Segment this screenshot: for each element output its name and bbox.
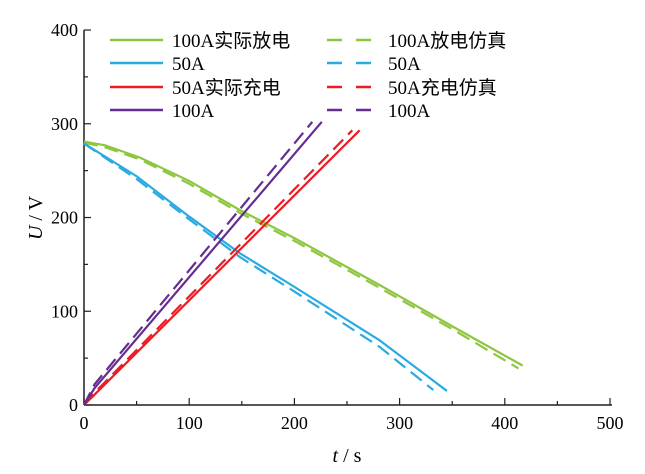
y-tick-label: 400 (51, 20, 78, 40)
series-line-2 (83, 142, 448, 392)
y-tick-label: 100 (51, 301, 78, 321)
legend-label: 100A实际放电 (172, 30, 290, 52)
x-tick-label: 500 (597, 413, 624, 433)
x-tick-label: 400 (491, 413, 518, 433)
legend-label: 50A充电仿真 (388, 77, 497, 99)
x-tick-label: 0 (80, 413, 89, 433)
series-line-6 (83, 121, 323, 406)
x-tick-label: 200 (281, 413, 308, 433)
legend-label: 100A (388, 101, 431, 122)
series-line-3 (83, 142, 434, 391)
legend-label: 50A (388, 54, 421, 75)
legend-label: 100A放电仿真 (388, 30, 506, 52)
series-line-7 (83, 121, 314, 406)
y-axis-label: U / V (25, 195, 47, 240)
axes: 0 100 200 300 400 500 0 100 200 300 400 (51, 20, 624, 433)
x-tick-label: 100 (176, 413, 203, 433)
x-axis-label: t / s (333, 445, 362, 467)
series-lines (83, 121, 524, 406)
y-tick-label: 300 (51, 114, 78, 134)
series-line-1 (83, 141, 520, 370)
legend-label: 50A (172, 54, 205, 75)
x-tick-label: 300 (386, 413, 413, 433)
legend-label: 50A实际充电 (172, 77, 281, 99)
legend-label: 100A (172, 101, 215, 122)
series-line-0 (83, 140, 524, 367)
y-tick-label: 0 (69, 395, 78, 415)
y-tick-label: 200 (51, 208, 78, 228)
